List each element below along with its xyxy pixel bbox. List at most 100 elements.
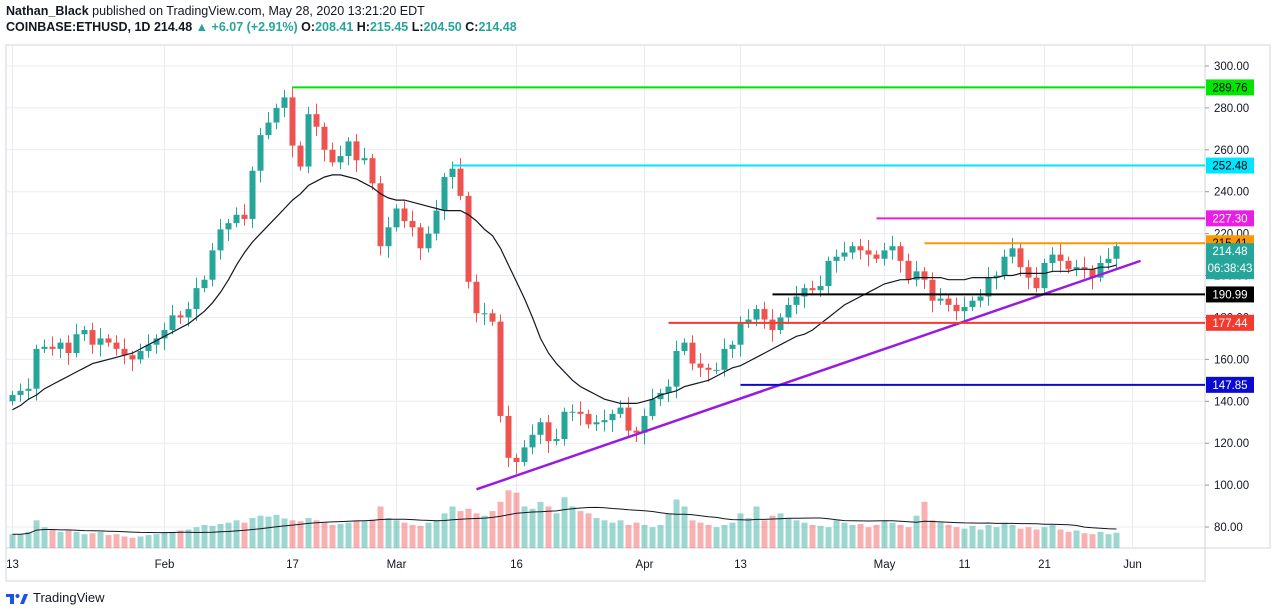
volume-bar bbox=[1081, 533, 1088, 548]
volume-bar bbox=[297, 521, 304, 548]
volume-bar bbox=[73, 531, 80, 548]
volume-bar bbox=[977, 529, 984, 548]
candle-body bbox=[89, 330, 96, 345]
x-tick-label: 13 bbox=[734, 559, 747, 571]
candle-body bbox=[17, 390, 24, 396]
volume-bar bbox=[697, 522, 704, 548]
volume-bar bbox=[521, 506, 528, 548]
volume-bar bbox=[537, 501, 544, 548]
volume-bar bbox=[49, 529, 56, 548]
candle-body bbox=[41, 346, 48, 349]
y-tick-label: 120.00 bbox=[1214, 438, 1249, 450]
volume-bar bbox=[209, 525, 216, 548]
volume-bar bbox=[369, 519, 376, 548]
x-tick-label: 13 bbox=[6, 559, 19, 571]
candle-body bbox=[577, 411, 584, 414]
tradingview-logo-icon[interactable] bbox=[6, 591, 28, 605]
volume-bar bbox=[1113, 532, 1120, 548]
candle-body bbox=[1065, 260, 1072, 270]
volume-bar bbox=[353, 520, 360, 548]
volume-bar bbox=[113, 534, 120, 548]
price-chart[interactable]: 80.00100.00120.00140.00160.00180.00200.0… bbox=[0, 40, 1274, 585]
candle-body bbox=[721, 348, 728, 370]
volume-bar bbox=[785, 518, 792, 548]
level-price-tag bbox=[1206, 157, 1254, 174]
candle-body bbox=[769, 319, 776, 331]
volume-bar bbox=[401, 522, 408, 548]
volume-bar bbox=[849, 524, 856, 548]
volume-bar bbox=[89, 533, 96, 548]
candle-body bbox=[809, 288, 816, 291]
candle-body bbox=[409, 221, 416, 228]
candle-body bbox=[945, 298, 952, 305]
volume-bar bbox=[1073, 530, 1080, 548]
candle-body bbox=[321, 126, 328, 150]
candle-body bbox=[1001, 256, 1008, 276]
symbol-label[interactable]: COINBASE:ETHUSD, 1D bbox=[6, 20, 151, 34]
candle-body bbox=[1057, 254, 1064, 261]
level-price-label: 177.44 bbox=[1212, 318, 1248, 330]
volume-bar bbox=[305, 518, 312, 548]
volume-bar bbox=[25, 531, 32, 548]
brand-label[interactable]: TradingView bbox=[33, 590, 105, 605]
volume-bar bbox=[169, 531, 176, 548]
candle-body bbox=[793, 296, 800, 305]
candle-body bbox=[865, 250, 872, 255]
candle-body bbox=[129, 355, 136, 360]
candle-body bbox=[1105, 258, 1112, 263]
volume-bar bbox=[657, 524, 664, 548]
candle-body bbox=[153, 338, 160, 345]
volume-bar bbox=[825, 527, 832, 548]
candle-body bbox=[473, 281, 480, 314]
candle-body bbox=[633, 430, 640, 433]
last-price: 214.48 bbox=[153, 20, 193, 34]
volume-bar bbox=[249, 518, 256, 548]
candle-body bbox=[753, 309, 760, 320]
candle-body bbox=[353, 141, 360, 161]
volume-ma-line bbox=[12, 506, 1117, 535]
candle-body bbox=[49, 346, 56, 349]
volume-bar bbox=[993, 527, 1000, 548]
candle-body bbox=[465, 195, 472, 282]
candle-body bbox=[433, 210, 440, 234]
author-name[interactable]: Nathan_Black bbox=[6, 4, 89, 18]
volume-bar bbox=[265, 516, 272, 548]
volume-bar bbox=[529, 508, 536, 548]
y-tick-label: 100.00 bbox=[1214, 480, 1249, 492]
candle-body bbox=[801, 288, 808, 297]
candle-body bbox=[97, 338, 104, 345]
candle-body bbox=[1017, 248, 1024, 268]
candle-body bbox=[561, 411, 568, 440]
volume-bar bbox=[441, 513, 448, 548]
volume-bar bbox=[913, 515, 920, 548]
candle-body bbox=[57, 342, 64, 349]
volume-bar bbox=[345, 522, 352, 548]
candle-body bbox=[209, 250, 216, 280]
candle-body bbox=[281, 97, 288, 108]
candle-body bbox=[497, 321, 504, 416]
level-price-tag bbox=[1206, 314, 1254, 331]
volume-bar bbox=[673, 499, 680, 548]
volume-bar bbox=[881, 520, 888, 548]
candle-body bbox=[529, 434, 536, 448]
volume-bar bbox=[545, 506, 552, 548]
volume-bar bbox=[377, 506, 384, 548]
y-tick-label: 160.00 bbox=[1214, 354, 1249, 366]
volume-bar bbox=[129, 537, 136, 548]
candle-body bbox=[537, 422, 544, 435]
candle-body bbox=[729, 344, 736, 349]
candle-body bbox=[369, 158, 376, 184]
candle-body bbox=[1097, 262, 1104, 278]
candle-body bbox=[705, 367, 712, 370]
close-label: C: bbox=[465, 20, 479, 34]
volume-bar bbox=[809, 524, 816, 548]
volume-bar bbox=[57, 531, 64, 548]
candle-body bbox=[217, 229, 224, 251]
volume-bar bbox=[145, 535, 152, 548]
volume-bar bbox=[1009, 524, 1016, 548]
candle-body bbox=[921, 271, 928, 280]
volume-bar bbox=[713, 527, 720, 548]
volume-bar bbox=[225, 522, 232, 548]
candle-body bbox=[273, 107, 280, 123]
candle-body bbox=[745, 319, 752, 324]
